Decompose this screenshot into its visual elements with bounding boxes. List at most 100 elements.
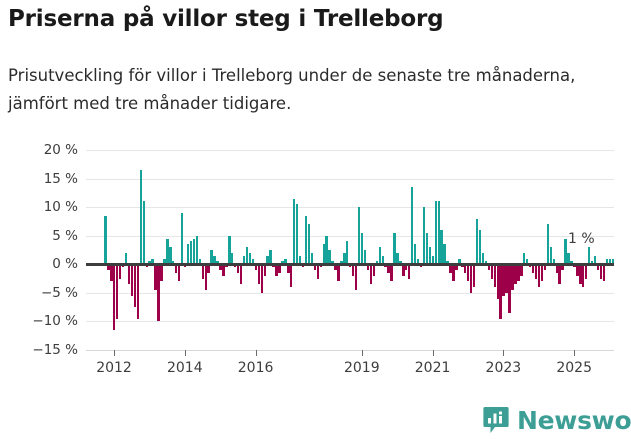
bar xyxy=(328,250,331,265)
plot-area: 1 % xyxy=(86,150,614,351)
bar xyxy=(531,264,535,273)
bar xyxy=(304,215,308,265)
bar xyxy=(467,264,470,282)
bar xyxy=(228,235,231,265)
bar xyxy=(366,264,370,270)
bar xyxy=(564,238,567,265)
x-tick xyxy=(432,350,434,356)
bar xyxy=(343,252,346,265)
bar xyxy=(552,258,555,265)
logo-text: Newsworthy xyxy=(517,405,631,435)
bar xyxy=(517,264,520,282)
bar xyxy=(431,255,435,265)
bar xyxy=(567,252,570,265)
bar xyxy=(337,264,340,282)
bar xyxy=(139,170,143,265)
bar xyxy=(166,238,169,265)
bar xyxy=(222,264,225,276)
bar xyxy=(284,258,287,265)
bar xyxy=(293,198,296,265)
y-axis-labels: 20 % 15 % 10 % 5 % 0 % −5 % −10 % −15 % xyxy=(0,142,78,360)
bar xyxy=(357,207,361,265)
bar xyxy=(251,258,255,265)
x-tick-label: 2012 xyxy=(96,360,132,376)
bar xyxy=(310,252,314,265)
bar xyxy=(587,247,591,265)
bar xyxy=(396,252,399,265)
page-subtitle: Prisutveckling för villor i Trelleborg u… xyxy=(8,66,576,113)
bar xyxy=(537,264,541,288)
bar xyxy=(295,204,299,265)
gridline xyxy=(86,235,614,237)
y-tick-label: 20 % xyxy=(43,142,78,158)
y-tick-label: −15 % xyxy=(32,342,78,358)
x-tick xyxy=(503,350,505,356)
bar xyxy=(434,201,437,265)
bar xyxy=(443,244,446,265)
y-tick-label: −5 % xyxy=(40,284,78,301)
bar xyxy=(104,215,107,265)
bar xyxy=(372,264,376,276)
x-tick xyxy=(114,350,116,356)
bar xyxy=(198,258,201,265)
bar xyxy=(508,264,511,313)
bar xyxy=(478,230,482,265)
gridline xyxy=(86,150,614,151)
page-title: Priserna på villor steg i Trelleborg xyxy=(8,6,444,32)
bar xyxy=(290,264,293,288)
bar xyxy=(325,235,328,265)
bar xyxy=(157,264,160,322)
bar xyxy=(416,258,420,265)
bar xyxy=(107,264,110,270)
bar xyxy=(360,232,364,265)
bar xyxy=(520,264,523,276)
bar xyxy=(278,264,281,273)
x-tick-label: 2023 xyxy=(485,360,522,376)
bar xyxy=(555,264,558,273)
last-value-annotation: 1 % xyxy=(568,230,595,247)
x-tick xyxy=(361,350,363,356)
bar xyxy=(127,264,131,285)
bar xyxy=(452,264,455,282)
x-tick xyxy=(574,350,576,356)
bar xyxy=(487,264,491,270)
bar xyxy=(425,232,429,265)
x-tick-label: 2016 xyxy=(237,360,274,376)
x-tick xyxy=(255,350,257,356)
bar xyxy=(192,238,196,265)
bar xyxy=(475,218,479,265)
bar xyxy=(110,264,113,282)
bar xyxy=(160,264,163,282)
bar xyxy=(496,264,499,299)
bar xyxy=(582,264,585,288)
bar xyxy=(526,258,529,265)
bar xyxy=(213,255,216,265)
bar xyxy=(169,247,172,265)
bar xyxy=(113,264,116,330)
bar xyxy=(511,264,514,290)
gridline xyxy=(86,207,614,209)
x-tick-label: 2021 xyxy=(414,360,451,376)
gridline xyxy=(86,321,614,323)
bar xyxy=(413,244,417,265)
y-tick-label: 0 % xyxy=(52,256,78,273)
bar xyxy=(298,255,302,265)
bar xyxy=(390,264,393,282)
bar xyxy=(210,250,213,265)
bar xyxy=(195,235,199,265)
bar xyxy=(266,255,269,265)
bar xyxy=(558,264,561,285)
bar xyxy=(464,264,467,273)
bar xyxy=(378,247,381,265)
bar xyxy=(116,264,119,319)
bar xyxy=(387,264,390,273)
bar xyxy=(422,207,426,265)
newsworthy-logo[interactable]: Newsworthy xyxy=(483,405,631,435)
bar xyxy=(602,264,606,282)
bar xyxy=(549,247,553,265)
bar xyxy=(118,264,122,279)
bar xyxy=(287,264,290,273)
bar xyxy=(257,264,260,285)
bar xyxy=(593,255,597,265)
